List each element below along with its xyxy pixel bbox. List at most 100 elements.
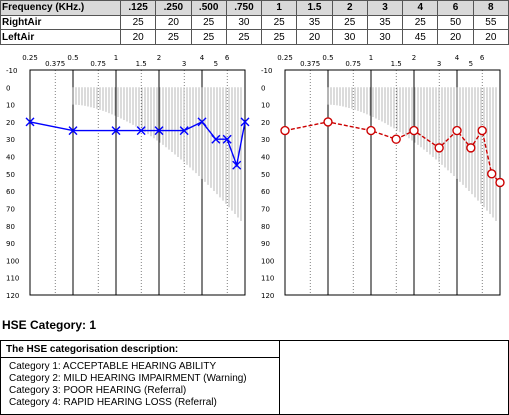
top-tick-label: 1 bbox=[114, 54, 118, 62]
frequency-header-cell: 1.5 bbox=[296, 0, 333, 16]
threshold-cell: 25 bbox=[331, 14, 368, 31]
row-label: RightAir bbox=[0, 14, 121, 31]
frequency-header-cell: 4 bbox=[402, 0, 439, 16]
table-row: RightAir 25 20 25 30 25 35 25 35 25 50 55 bbox=[0, 14, 509, 31]
top-tick-label: 0.5 bbox=[322, 54, 333, 62]
top-tick-label: 1 bbox=[369, 54, 373, 62]
threshold-cell: 25 bbox=[261, 14, 298, 31]
data-point bbox=[179, 126, 189, 136]
y-tick-label: 0 bbox=[6, 84, 10, 92]
frequency-header-row: Frequency (KHz.) .125.250.500.750 1 1.5 2 3 4 6… bbox=[0, 0, 509, 16]
threshold-cell: 25 bbox=[190, 29, 227, 45]
data-point bbox=[452, 125, 462, 136]
threshold-cell: 25 bbox=[261, 29, 298, 45]
data-point bbox=[197, 117, 207, 127]
y-tick-label: 50 bbox=[6, 171, 15, 179]
y-tick-label: 120 bbox=[261, 292, 274, 300]
data-point bbox=[409, 125, 419, 136]
y-tick-label: 60 bbox=[6, 188, 15, 196]
data-point bbox=[211, 134, 221, 144]
threshold-cell: 45 bbox=[402, 29, 439, 45]
threshold-cell: 35 bbox=[366, 14, 404, 31]
y-tick-label: 50 bbox=[261, 171, 270, 179]
hse-category-1-line: Category 1: ACCEPTABLE HEARING ABILITY bbox=[9, 361, 217, 372]
y-tick-label: 110 bbox=[6, 275, 19, 283]
y-tick-label: 80 bbox=[6, 223, 15, 231]
hse-category-label: HSE Category: 1 bbox=[2, 318, 97, 332]
threshold-cell: 20 bbox=[155, 14, 192, 31]
y-tick-label: 40 bbox=[6, 154, 15, 162]
threshold-cell: 30 bbox=[331, 29, 368, 45]
y-tick-label: 60 bbox=[261, 188, 270, 196]
y-tick-label: 0 bbox=[261, 84, 265, 92]
threshold-cell: 25 bbox=[402, 14, 439, 31]
row-label: LeftAir bbox=[0, 29, 121, 45]
top-tick-label: 2 bbox=[157, 54, 161, 62]
top-tick-label: 0.375 bbox=[45, 60, 65, 68]
top-tick-label: 3 bbox=[437, 60, 441, 68]
top-tick-label: 1.5 bbox=[391, 60, 402, 68]
data-point bbox=[323, 117, 333, 127]
frequency-header-cell: .500 bbox=[190, 0, 227, 16]
threshold-cell: 30 bbox=[225, 14, 263, 31]
data-point bbox=[25, 117, 35, 127]
data-point bbox=[222, 134, 232, 144]
threshold-cell: 20 bbox=[472, 29, 509, 45]
top-tick-label: 0.25 bbox=[22, 54, 38, 62]
hse-category-4-line: Category 4: RAPID HEARING LOSS (Referral… bbox=[9, 397, 217, 408]
data-point bbox=[280, 125, 290, 136]
frequency-header-cell: 2 bbox=[331, 0, 368, 16]
table-row: LeftAir 20 25 25 25 25 20 30 30 45 20 20 bbox=[0, 29, 509, 45]
frequency-table: Frequency (KHz.) .125.250.500.750 1 1.5 2 3 4 6… bbox=[0, 0, 509, 45]
y-tick-label: 70 bbox=[261, 205, 270, 213]
y-tick-label: -10 bbox=[6, 67, 17, 75]
top-tick-label: 1.5 bbox=[136, 60, 147, 68]
y-tick-label: 20 bbox=[6, 119, 15, 127]
plot-frame bbox=[29, 69, 246, 296]
top-tick-label: 2 bbox=[412, 54, 416, 62]
y-tick-label: 90 bbox=[6, 240, 15, 248]
top-tick-label: 0.25 bbox=[277, 54, 293, 62]
hse-description-box: The HSE categorisation description: Cate… bbox=[0, 340, 279, 415]
threshold-cell: 20 bbox=[119, 29, 157, 45]
hse-notes-box bbox=[279, 340, 509, 415]
top-tick-label: 3 bbox=[182, 60, 186, 68]
frequency-header-cell: .125 bbox=[119, 0, 157, 16]
top-tick-label: 6 bbox=[225, 54, 230, 62]
frequency-header-cell: 1 bbox=[261, 0, 298, 16]
right-ear-audiogram: 0.25 0.375 0.5 0.75 1 1.5 2 3 4 5 6 -10 0 10 20 30 40 50 6… bbox=[0, 46, 254, 308]
frequency-header-cell: 3 bbox=[366, 0, 404, 16]
frequency-header-cell: .750 bbox=[225, 0, 263, 16]
y-tick-label: 30 bbox=[6, 136, 15, 144]
threshold-cell: 50 bbox=[437, 14, 474, 31]
data-point bbox=[391, 134, 401, 144]
y-tick-label: 10 bbox=[261, 102, 270, 110]
top-tick-label: 0.75 bbox=[90, 60, 106, 68]
top-tick-label: 0.375 bbox=[300, 60, 320, 68]
data-point bbox=[154, 126, 164, 136]
plot-frame bbox=[284, 69, 501, 296]
frequency-header-cell: .250 bbox=[155, 0, 192, 16]
y-tick-label: 70 bbox=[6, 205, 15, 213]
top-tick-label: 4 bbox=[200, 54, 205, 62]
hse-category-2-line: Category 2: MILD HEARING IMPAIRMENT (War… bbox=[9, 373, 247, 384]
threshold-cell: 25 bbox=[225, 29, 263, 45]
top-tick-label: 4 bbox=[455, 54, 460, 62]
y-tick-label: -10 bbox=[261, 67, 272, 75]
data-point bbox=[111, 126, 121, 136]
y-tick-label: 100 bbox=[261, 257, 274, 265]
top-tick-label: 6 bbox=[480, 54, 485, 62]
data-point bbox=[477, 125, 487, 136]
y-tick-label: 10 bbox=[6, 102, 15, 110]
top-tick-label: 5 bbox=[214, 60, 218, 68]
top-tick-label: 0.75 bbox=[345, 60, 361, 68]
y-tick-label: 20 bbox=[261, 119, 270, 127]
y-tick-label: 90 bbox=[261, 240, 270, 248]
frequency-header-cell: 6 bbox=[437, 0, 474, 16]
top-tick-label: 5 bbox=[469, 60, 473, 68]
threshold-cell: 20 bbox=[437, 29, 474, 45]
data-point bbox=[68, 126, 78, 136]
data-point bbox=[495, 177, 505, 188]
